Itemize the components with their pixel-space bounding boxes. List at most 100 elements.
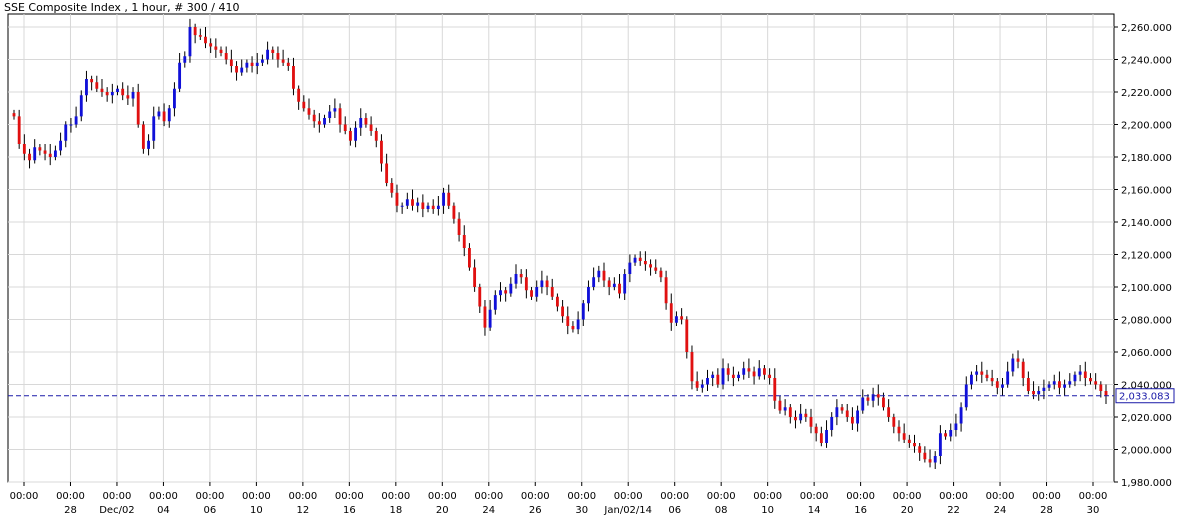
candle-body: [478, 287, 482, 307]
y-tick-label: 2,080.000: [1121, 316, 1172, 327]
candle-body: [59, 140, 63, 151]
x-tick-time: 00:00: [707, 491, 736, 502]
y-tick-label: 2,140.000: [1121, 218, 1172, 229]
candle-body: [421, 202, 425, 209]
candle-body: [116, 88, 119, 92]
x-tick-time: 00:00: [614, 491, 643, 502]
candle-body: [250, 62, 254, 66]
x-tick-time: 00:00: [103, 491, 132, 502]
candle-body: [550, 287, 554, 297]
candle-body: [612, 283, 616, 287]
candle-body: [871, 394, 875, 401]
x-tick-date: 20: [436, 505, 449, 516]
candle-body: [488, 309, 492, 328]
candle-body: [1078, 371, 1082, 375]
candle-body: [468, 248, 471, 268]
candle-body: [742, 368, 746, 375]
x-tick-date: 24: [482, 505, 495, 516]
candle-body: [1032, 391, 1035, 395]
candle-body: [307, 108, 311, 115]
candle-body: [1037, 391, 1041, 395]
candle-body: [835, 407, 839, 417]
x-tick-date: 28: [1040, 505, 1053, 516]
candle-body: [105, 92, 109, 96]
candle-body: [519, 274, 523, 278]
candle-body: [970, 374, 973, 385]
x-tick-time: 00:00: [846, 491, 875, 502]
candle-body: [286, 62, 290, 66]
candle-body: [162, 111, 166, 122]
x-tick-date: 16: [854, 505, 867, 516]
x-tick-date: 10: [250, 505, 263, 516]
candle-body: [731, 374, 735, 378]
candle-body: [359, 118, 363, 128]
candle-body: [545, 280, 549, 287]
candle-body: [695, 381, 699, 388]
candle-body: [649, 264, 652, 268]
candle-body: [281, 59, 285, 63]
x-tick-date: 14: [808, 505, 821, 516]
candle-body: [183, 56, 187, 63]
candle-body: [354, 127, 357, 141]
candle-body: [680, 316, 684, 320]
candle-body: [788, 407, 792, 417]
candle-body: [773, 378, 777, 401]
candle-body: [188, 27, 192, 57]
x-tick-time: 00:00: [893, 491, 922, 502]
candle-body: [938, 433, 942, 456]
candle-body: [959, 407, 963, 424]
candle-body: [975, 371, 979, 375]
candle-body: [333, 108, 337, 112]
candle-body: [95, 82, 99, 89]
candle-body: [1011, 358, 1015, 372]
y-tick-label: 2,220.000: [1121, 88, 1172, 99]
y-tick-label: 2,260.000: [1121, 23, 1172, 34]
candle-body: [90, 79, 94, 83]
candle-body: [882, 397, 885, 408]
candle-body: [700, 384, 704, 388]
candle-body: [949, 430, 953, 437]
candle-body: [980, 371, 984, 375]
x-tick-time: 00:00: [521, 491, 550, 502]
x-tick-time: 00:00: [567, 491, 596, 502]
last-price-box: [1115, 388, 1175, 404]
candle-body: [297, 88, 301, 102]
candle-body: [12, 113, 16, 117]
x-tick-time: 00:00: [381, 491, 410, 502]
candle-body: [152, 116, 156, 141]
candle-body: [1001, 384, 1004, 388]
candle-body: [524, 277, 528, 291]
candle-body: [592, 277, 596, 287]
candle-body: [157, 111, 161, 117]
candle-body: [607, 280, 611, 287]
candle-body: [100, 88, 104, 92]
y-tick-label: 2,100.000: [1121, 283, 1172, 294]
candle-body: [897, 426, 901, 434]
y-tick-label: 2,020.000: [1121, 413, 1172, 424]
candle-body: [643, 261, 647, 265]
candle-body: [830, 417, 834, 430]
candle-body: [721, 368, 725, 385]
candle-body: [602, 270, 606, 281]
candle-body: [436, 205, 440, 209]
y-tick-label: 2,200.000: [1121, 121, 1172, 132]
candle-body: [380, 140, 383, 164]
x-tick-date: 10: [761, 505, 774, 516]
last-price-label: 2,033.083: [1119, 392, 1170, 403]
candle-body: [328, 111, 332, 118]
candle-body: [1021, 361, 1025, 378]
x-tick-time: 00:00: [474, 491, 503, 502]
candle-body: [499, 290, 502, 296]
candle-body: [902, 433, 906, 440]
candle-body: [1073, 374, 1077, 382]
x-tick-time: 00:00: [195, 491, 224, 502]
candle-body: [178, 62, 182, 89]
x-tick-date: 30: [575, 505, 588, 516]
candle-body: [209, 43, 213, 47]
x-tick-time: 00:00: [10, 491, 39, 502]
candle-body: [426, 205, 430, 209]
y-tick-label: 2,240.000: [1121, 56, 1172, 67]
candle-body: [535, 287, 539, 297]
candle-body: [385, 163, 389, 183]
x-tick-date: 26: [529, 505, 542, 516]
